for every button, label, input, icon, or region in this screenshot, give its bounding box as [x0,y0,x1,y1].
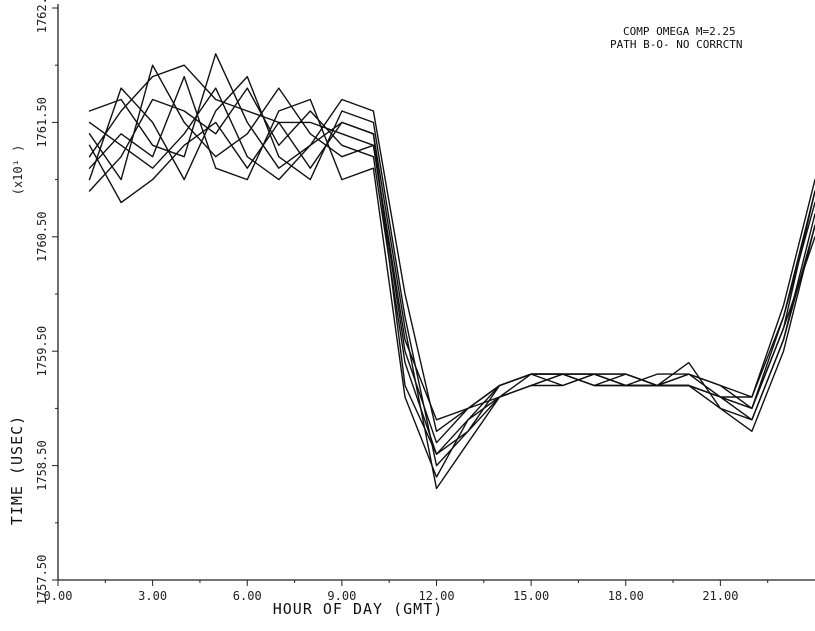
x-tick-label: 18.00 [608,589,644,603]
y-tick-label: 1760.50 [35,212,49,263]
series-line-6 [88,53,815,432]
x-tick-label: 9.00 [327,589,356,603]
annotation-line-1: COMP OMEGA M=2.25 [623,25,736,38]
x-tick-label: 12.00 [418,589,454,603]
x-tick-label: 15.00 [513,589,549,603]
x-axis-ticks: 0.00 3.00 6.00 9.00 12.00 15.00 18.00 21.00 [44,580,769,603]
axes [57,4,815,581]
y-tick-label: 1762.50 [35,0,49,33]
series-line-8 [88,121,815,490]
y-tick-label: 1758.50 [35,440,49,491]
x-axis-label: HOUR OF DAY (GMT) [273,600,444,618]
y-multiplier-label: (x10¹ ) [11,145,25,196]
y-axis-ticks: 1757.50 1758.50 1759.50 1760.50 1761.50 1762.… [35,0,58,605]
series-line-2 [88,87,815,455]
x-tick-label: 6.00 [233,589,262,603]
x-tick-label: 0.00 [44,589,73,603]
y-tick-label: 1761.50 [35,97,49,148]
y-axis-label: TIME (USEC) [8,415,26,525]
annotation-line-2: PATH B-O- NO CORRCTN [610,38,742,51]
y-tick-label: 1759.50 [35,326,49,377]
series-line-7 [88,87,815,455]
y-tick-label: 1757.50 [35,555,49,606]
x-tick-label: 3.00 [138,589,167,603]
x-tick-label: 21.00 [702,589,738,603]
series-line-5 [88,75,815,478]
series-lines [88,53,815,490]
